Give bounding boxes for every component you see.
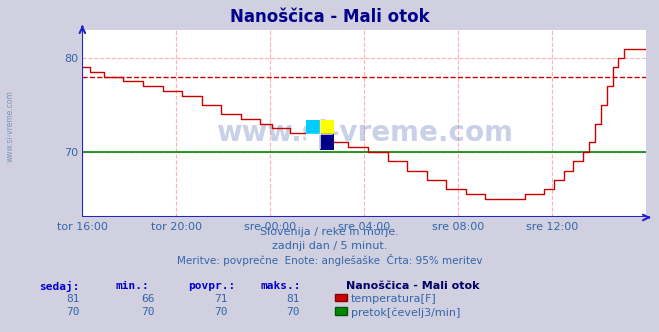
Text: 81: 81: [66, 294, 79, 304]
Text: Nanoščica - Mali otok: Nanoščica - Mali otok: [346, 281, 480, 290]
Text: www.si-vreme.com: www.si-vreme.com: [5, 90, 14, 162]
Text: 70: 70: [287, 307, 300, 317]
Text: 71: 71: [214, 294, 227, 304]
Text: povpr.:: povpr.:: [188, 281, 235, 290]
Text: 81: 81: [287, 294, 300, 304]
Text: Nanoščica - Mali otok: Nanoščica - Mali otok: [230, 8, 429, 26]
Text: min.:: min.:: [115, 281, 149, 290]
Text: sedaj:: sedaj:: [40, 281, 80, 291]
Text: temperatura[F]: temperatura[F]: [351, 294, 436, 304]
Text: 70: 70: [214, 307, 227, 317]
Text: pretok[čevelj3/min]: pretok[čevelj3/min]: [351, 307, 460, 318]
Text: 66: 66: [142, 294, 155, 304]
Text: maks.:: maks.:: [260, 281, 301, 290]
Text: Slovenija / reke in morje.: Slovenija / reke in morje.: [260, 227, 399, 237]
Text: 70: 70: [66, 307, 79, 317]
Text: 70: 70: [142, 307, 155, 317]
Text: www.si-vreme.com: www.si-vreme.com: [215, 119, 513, 147]
Text: zadnji dan / 5 minut.: zadnji dan / 5 minut.: [272, 241, 387, 251]
Text: Meritve: povprečne  Enote: anglešaške  Črta: 95% meritev: Meritve: povprečne Enote: anglešaške Črt…: [177, 254, 482, 266]
